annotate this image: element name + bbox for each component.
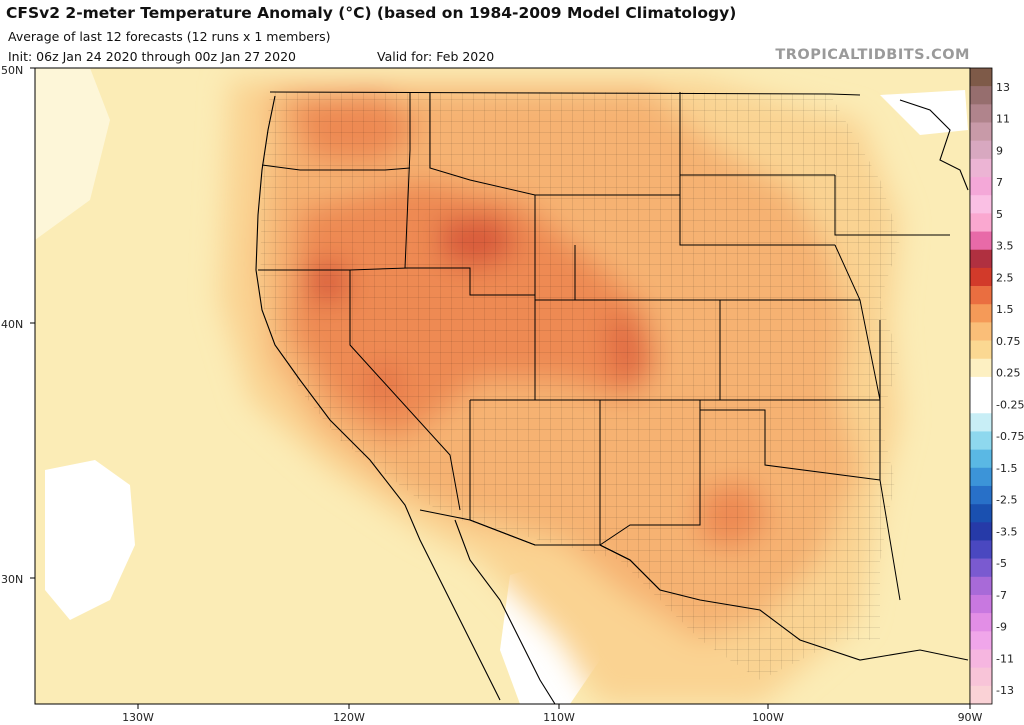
valid-period: Valid for: Feb 2020: [377, 49, 495, 64]
colorbar-swatch: [970, 358, 992, 378]
chart-subtitle: Average of last 12 forecasts (12 runs x …: [8, 29, 331, 44]
colorbar-label: -0.25: [996, 398, 1024, 411]
colorbar-swatch: [970, 395, 992, 414]
border-sd-ne: [679, 175, 835, 246]
colorbar-swatch: [970, 340, 992, 360]
colorbar-swatch: [970, 322, 992, 341]
init-range: Init: 06z Jan 24 2020 through 00z Jan 27…: [8, 49, 296, 64]
colorbar-swatch: [970, 413, 992, 432]
colorbar-label: -5: [996, 557, 1007, 570]
lon-label-120w: 120W: [333, 711, 365, 724]
border-ut: [405, 267, 536, 400]
border-nm-tx: [599, 399, 701, 546]
colorbar-label: 3.5: [996, 240, 1014, 253]
colorbar-label: 5: [996, 208, 1003, 221]
coastlines: [255, 95, 969, 704]
chart-title: CFSv2 2-meter Temperature Anomaly (°C) (…: [6, 4, 737, 22]
colorbar-label: 7: [996, 176, 1003, 189]
colorbar-label: -0.75: [996, 430, 1024, 443]
colorbar-swatch: [970, 431, 992, 450]
colorbar-swatch: [970, 177, 992, 196]
colorbar-swatch: [970, 613, 992, 632]
us-mexico-border: [419, 509, 661, 591]
colorbar-swatch: [970, 540, 992, 559]
colorbar-label: -11: [996, 652, 1014, 665]
colorbar-swatches: [970, 68, 992, 705]
colorbar-label: -13: [996, 684, 1014, 697]
colorbar-labels: 13 11 9 7 5 3.5 2.5 1.5 0.75 0.25 -0.25 -0.75 -1.5 -2…: [996, 81, 1024, 697]
colorbar-label: -3.5: [996, 525, 1017, 538]
border-co: [470, 299, 721, 401]
lon-label-130w: 130W: [122, 711, 154, 724]
map-field: [35, 68, 970, 704]
colorbar-label: -7: [996, 589, 1007, 602]
colorbar-label: -1.5: [996, 462, 1017, 475]
colorbar-swatch: [970, 122, 992, 141]
colorbar-label: 13: [996, 81, 1010, 94]
colorbar-swatch: [970, 286, 992, 305]
colorbar-swatch: [970, 158, 992, 178]
lat-label-40n: 40N: [1, 318, 23, 331]
colorbar-swatch: [970, 304, 992, 323]
border-id-west: [404, 92, 411, 269]
colorbar-swatch: [970, 649, 992, 668]
colorbar-swatch: [970, 213, 992, 232]
colorbar-label: -9: [996, 621, 1007, 634]
border-ok-tx: [700, 409, 881, 481]
site-credit: TROPICALTIDBITS.COM: [775, 47, 970, 63]
colorbar-swatch: [970, 249, 992, 269]
border-ca-nv-diagonal: [349, 270, 461, 511]
colorbar-label: 0.75: [996, 335, 1021, 348]
colorbar-swatch: [970, 376, 992, 396]
lon-label-110w: 110W: [543, 711, 575, 724]
colorbar-swatch: [970, 631, 992, 650]
border-wa-or: [261, 164, 411, 171]
colorbar-swatch: [970, 467, 992, 487]
colorbar-swatch: [970, 449, 992, 469]
colorbar-label: 9: [996, 145, 1003, 158]
colorbar-swatch: [970, 558, 992, 578]
pacific-coast: [255, 95, 501, 701]
colorbar-swatch: [970, 140, 992, 160]
colorbar-label: 0.25: [996, 367, 1021, 380]
colorbar-label: 1.5: [996, 303, 1014, 316]
colorbar-swatch: [970, 594, 992, 614]
lat-label-30n: 30N: [1, 573, 23, 586]
lat-label-50n: 50N: [1, 64, 23, 77]
near-zero-area-pacific-west: [35, 68, 110, 240]
border-il-ar: [879, 400, 901, 601]
colorbar-swatch: [970, 86, 992, 105]
near-zero-area-great-lakes: [880, 90, 968, 135]
border-us-canada: [269, 91, 861, 96]
colorbar-swatch: [970, 267, 992, 287]
border-mo: [834, 244, 881, 401]
county-lines: [260, 92, 900, 680]
colorbar-swatch: [970, 485, 992, 505]
state-borders: [258, 91, 950, 601]
border-mt-south: [429, 92, 680, 196]
near-zero-area-pacific: [45, 460, 135, 620]
colorbar-label: 11: [996, 113, 1010, 126]
colorbar-swatch: [970, 104, 992, 123]
latitude-axis: 50N 40N 30N: [1, 64, 35, 586]
colorbar-swatch: [970, 667, 992, 687]
colorbar-swatch: [970, 685, 992, 705]
lon-label-90w: 90W: [958, 711, 983, 724]
colorbar-label: -2.5: [996, 494, 1017, 507]
border-ia-mn: [834, 175, 950, 236]
colorbar-swatch: [970, 576, 992, 596]
colorbar-frame: [969, 67, 993, 705]
great-lakes-shore: [899, 99, 969, 191]
colorbar-swatch: [970, 522, 992, 541]
colorbar-label: 2.5: [996, 271, 1014, 284]
colorbar-swatch: [970, 231, 992, 251]
longitude-axis: 130W 120W 110W 100W 90W: [122, 704, 983, 724]
colorbar-swatch: [970, 195, 992, 214]
baja-coast: [454, 519, 556, 704]
colorbar-swatch: [970, 504, 992, 523]
colorbar: 13 11 9 7 5 3.5 2.5 1.5 0.75 0.25 -0.25 -0.75 -1.5 -2…: [969, 67, 1024, 705]
colorbar-swatch: [970, 68, 992, 87]
lon-label-100w: 100W: [752, 711, 784, 724]
